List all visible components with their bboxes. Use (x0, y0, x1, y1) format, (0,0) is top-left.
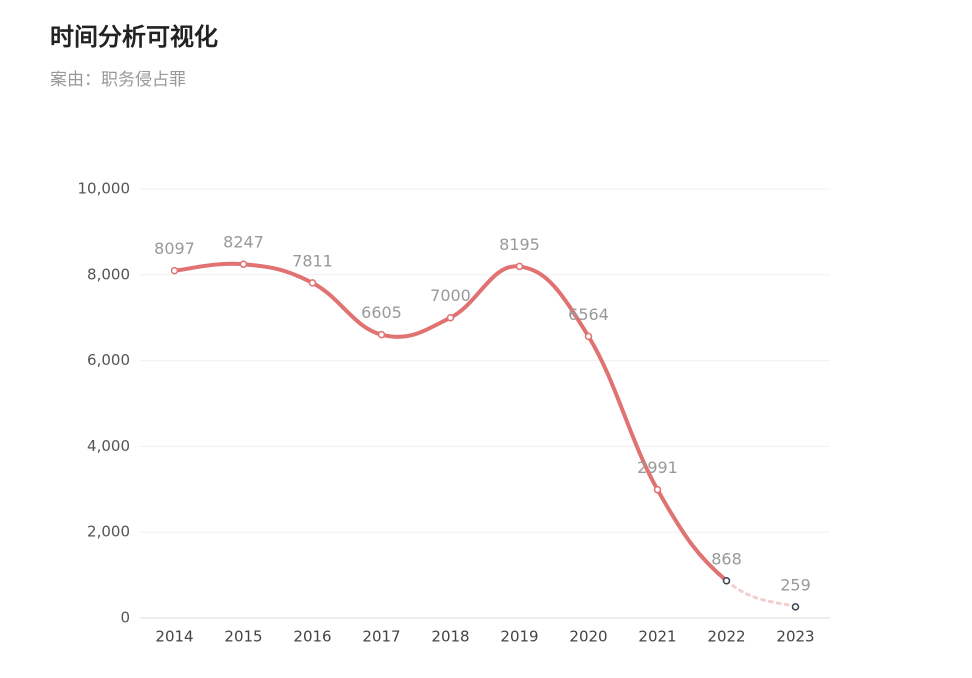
data-label: 6605 (361, 303, 402, 322)
x-tick-label: 2016 (293, 628, 331, 646)
data-label: 8247 (223, 233, 264, 252)
point (653, 485, 662, 494)
y-tick-label: 2,000 (87, 523, 130, 541)
x-tick-label: 2022 (707, 628, 745, 646)
data-label: 7000 (430, 286, 471, 305)
x-tick-label: 2023 (776, 628, 814, 646)
line (725, 579, 797, 609)
x-tick-label: 2020 (569, 628, 607, 646)
y-tick-label: 4,000 (87, 437, 130, 455)
point (722, 577, 731, 585)
point (446, 313, 455, 322)
point (791, 603, 800, 611)
chart-subtitle: 案由：职务侵占罪 (50, 70, 186, 90)
data-label: 8195 (499, 235, 540, 254)
data-label: 2991 (637, 458, 678, 477)
chart-title: 时间分析可视化 (50, 23, 218, 51)
y-tick-label: 8,000 (87, 265, 130, 283)
point (170, 266, 179, 275)
data-label: 868 (711, 549, 742, 568)
line (172, 261, 729, 583)
x-tick-label: 2014 (155, 628, 193, 646)
y-tick-label: 0 (120, 609, 130, 627)
y-tick-label: 10,000 (78, 180, 131, 198)
x-tick-label: 2019 (500, 628, 538, 646)
data-label: 259 (780, 575, 811, 594)
data-label: 7811 (292, 251, 333, 270)
point (308, 279, 317, 287)
point (584, 332, 593, 341)
x-tick-label: 2021 (638, 628, 676, 646)
data-label: 6564 (568, 305, 609, 324)
point (377, 330, 386, 339)
x-tick-label: 2015 (224, 628, 262, 646)
x-tick-label: 2018 (431, 628, 469, 646)
point (239, 260, 248, 268)
data-label: 8097 (154, 239, 195, 258)
x-tick-label: 2017 (362, 628, 400, 646)
point (515, 262, 524, 271)
y-tick-label: 6,000 (87, 351, 130, 369)
